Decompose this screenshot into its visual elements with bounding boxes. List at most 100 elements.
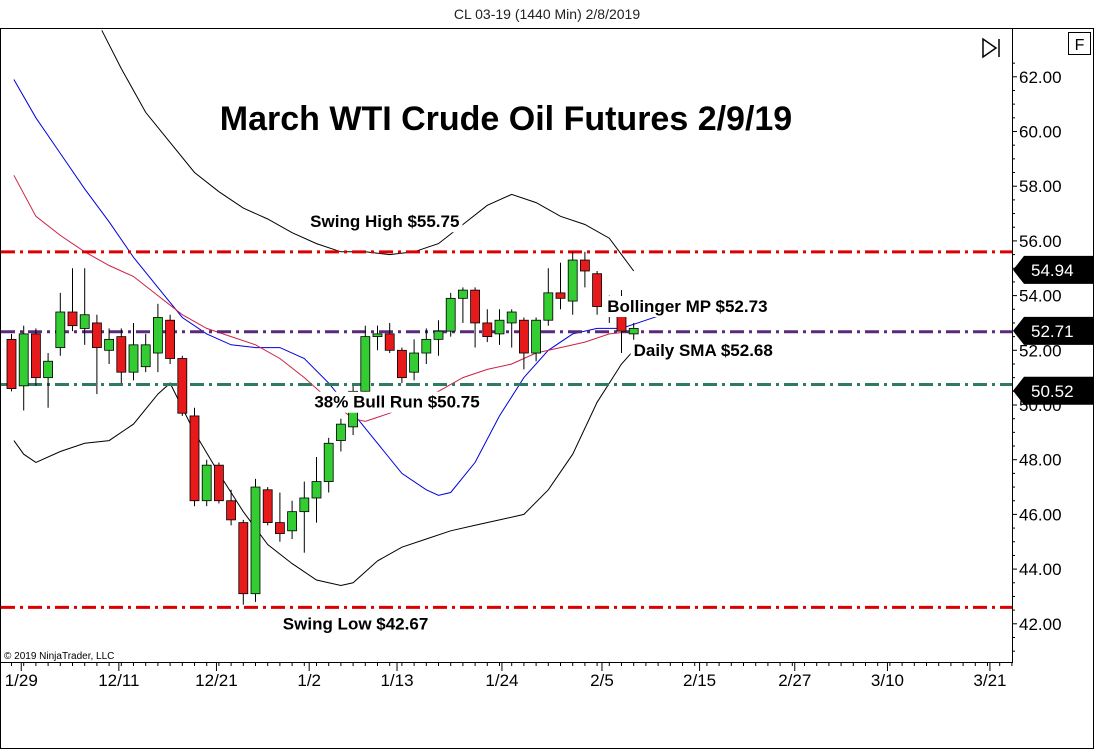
candle <box>213 462 224 504</box>
annotation-bg <box>279 613 432 635</box>
candle-body <box>262 489 273 524</box>
candle-body <box>43 360 53 379</box>
candle <box>92 314 102 395</box>
candle <box>18 325 29 411</box>
swing-low-label: Swing Low $42.67 <box>279 613 432 635</box>
candle <box>445 292 456 337</box>
candle <box>421 328 432 364</box>
candle-body <box>543 292 554 321</box>
candle-body <box>519 319 529 354</box>
badge-value: 54.94 <box>1031 261 1074 280</box>
y-tick-label: 52.00 <box>1019 341 1062 360</box>
candle <box>494 309 505 345</box>
level-lines <box>1 250 1012 609</box>
candle-body <box>201 464 212 502</box>
copyright: © 2019 NinjaTrader, LLC <box>4 651 114 662</box>
x-tick-label: 12/11 <box>98 671 139 690</box>
x-tick-label: 1/29 <box>5 671 38 690</box>
candle-body <box>140 344 151 368</box>
candle <box>201 459 212 507</box>
annotation-bg <box>307 211 463 233</box>
y-tick-label: 48.00 <box>1019 451 1062 470</box>
candle-body <box>580 259 590 272</box>
candle-body <box>287 511 298 532</box>
play-forward-icon[interactable] <box>982 37 1000 59</box>
x-axis: 1/29 12/11 12/21 1/2 1/13 1/24 2/5 2/15 2/27 3/10… <box>5 662 1013 690</box>
candle <box>506 309 517 348</box>
candle-body <box>165 319 176 359</box>
x-tick-label: 1/24 <box>485 671 518 690</box>
candle-body <box>433 330 444 340</box>
candle-body <box>250 486 261 595</box>
candle-body <box>213 464 224 502</box>
x-tick-label: 1/2 <box>297 671 321 690</box>
candle-body <box>152 317 163 354</box>
candle <box>30 328 41 386</box>
y-tick-label: 60.00 <box>1019 123 1062 142</box>
candle-body <box>360 336 371 392</box>
y-tick-label: 54.00 <box>1019 287 1062 306</box>
candle <box>409 339 420 381</box>
candle <box>567 251 578 315</box>
annotations: Swing High $55.75 Bollinger MP $52.73 Dail… <box>279 211 776 635</box>
annotation-bg <box>630 339 776 361</box>
candle <box>6 333 17 392</box>
candle-body <box>92 322 102 348</box>
candle <box>128 322 139 381</box>
candle <box>79 268 90 345</box>
annotation-text: Bollinger MP $52.73 <box>607 297 767 316</box>
candle-body <box>30 333 41 379</box>
candle <box>165 314 176 364</box>
candle-body <box>409 352 420 373</box>
candle-body <box>104 338 114 351</box>
candle-body <box>384 333 395 351</box>
candle <box>152 303 163 373</box>
chart-title: March WTI Crude Oil Futures 2/9/19 <box>220 100 792 138</box>
candle <box>299 481 310 553</box>
candle-body <box>79 314 90 329</box>
annotation-text: 38% Bull Run $50.75 <box>314 393 479 412</box>
candles <box>6 251 639 605</box>
candle <box>274 492 285 542</box>
candle-body <box>18 333 29 387</box>
x-tick-label: 2/15 <box>683 671 716 690</box>
candle-body <box>457 289 468 299</box>
candle-body <box>470 289 481 324</box>
x-tick-label: 3/21 <box>973 671 1006 690</box>
candle-body <box>396 349 407 379</box>
candle-body <box>506 311 517 324</box>
candle <box>323 437 334 493</box>
candle-body <box>323 442 334 482</box>
candle-body <box>274 522 285 534</box>
candle-body <box>482 322 493 338</box>
candle-body <box>55 311 66 348</box>
candle <box>396 347 407 384</box>
candle-body <box>335 423 346 441</box>
badge-shape <box>1013 255 1094 284</box>
candle <box>580 251 590 288</box>
x-tick-label: 2/5 <box>590 671 614 690</box>
f-button[interactable]: F <box>1068 32 1091 55</box>
y-tick-label: 46.00 <box>1019 505 1062 524</box>
candle-body <box>299 497 310 513</box>
y-tick-label: 42.00 <box>1019 615 1062 634</box>
candle-body <box>128 344 139 373</box>
candle-body <box>6 338 17 389</box>
candle <box>482 309 493 343</box>
candle-body <box>226 500 237 521</box>
candle <box>543 268 554 326</box>
x-tick-label: 2/27 <box>778 671 811 690</box>
candle <box>67 268 78 332</box>
candle-body <box>445 297 456 332</box>
candle <box>116 328 127 384</box>
candle <box>140 333 151 373</box>
candle <box>470 287 481 348</box>
y-tick-label: 58.00 <box>1019 177 1062 196</box>
candle <box>457 287 468 323</box>
candle <box>104 328 114 364</box>
annotation-bg <box>311 391 483 413</box>
price-badge-fib: 50.52 <box>1013 376 1094 405</box>
candle-body <box>311 481 322 499</box>
candle <box>287 500 298 540</box>
candle-body <box>421 338 432 354</box>
